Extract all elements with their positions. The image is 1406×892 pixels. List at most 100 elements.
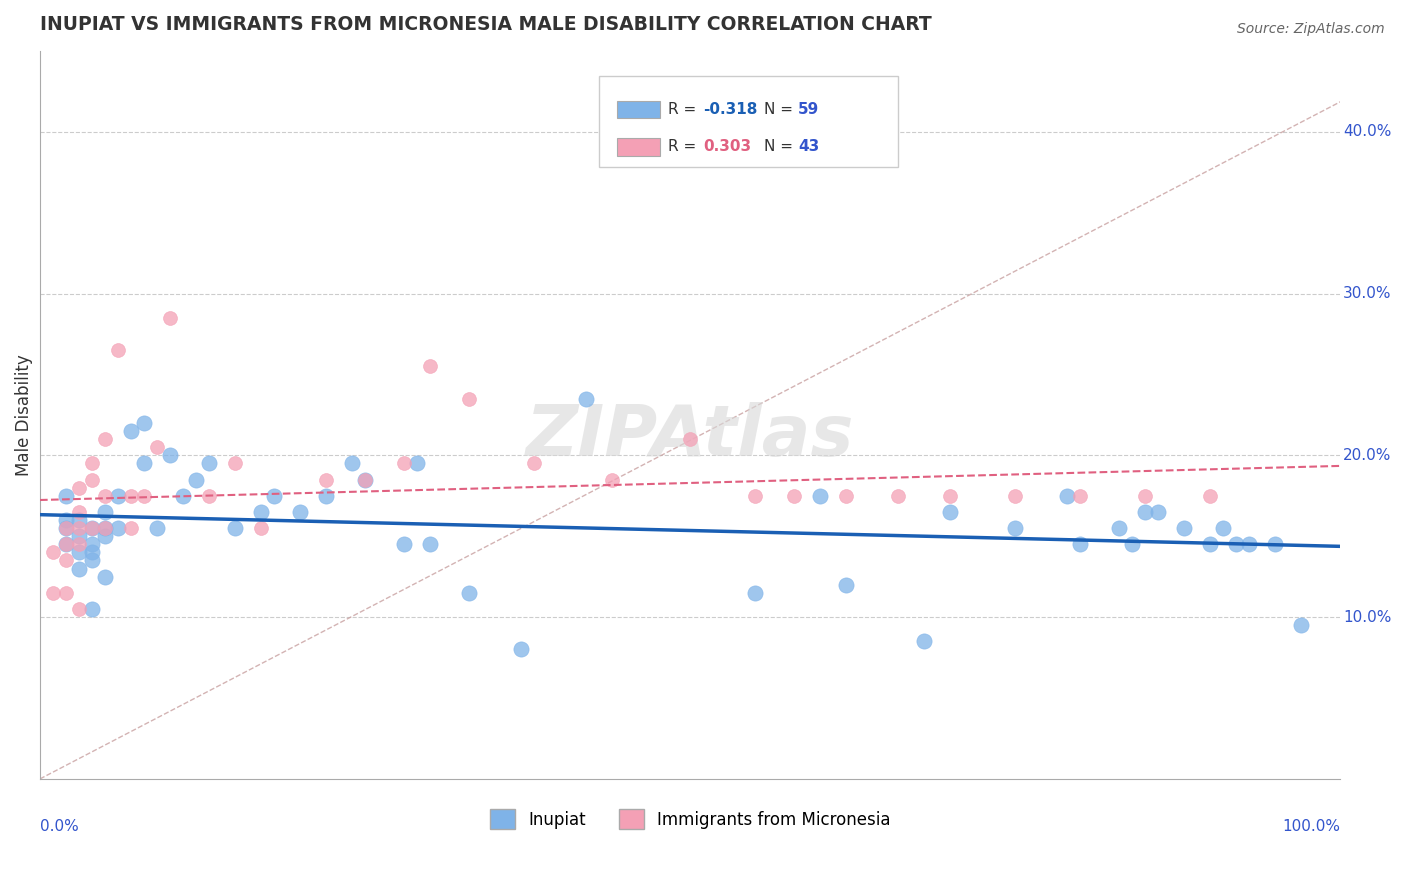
Point xyxy=(172,489,194,503)
Point xyxy=(94,489,117,503)
Point xyxy=(354,473,377,487)
Point xyxy=(808,489,831,503)
Point xyxy=(132,457,155,471)
Text: 10.0%: 10.0% xyxy=(1343,609,1392,624)
Point xyxy=(419,537,441,551)
Point xyxy=(55,521,77,535)
Point xyxy=(1069,489,1091,503)
Point xyxy=(224,521,246,535)
Text: 43: 43 xyxy=(799,139,820,154)
Point xyxy=(835,489,858,503)
Point xyxy=(94,569,117,583)
Point xyxy=(55,537,77,551)
Point xyxy=(458,586,481,600)
Point xyxy=(42,586,65,600)
Point xyxy=(120,521,142,535)
Point xyxy=(392,537,415,551)
Point xyxy=(288,505,311,519)
Point xyxy=(146,440,169,454)
FancyBboxPatch shape xyxy=(617,101,659,118)
Text: 30.0%: 30.0% xyxy=(1343,286,1392,301)
Text: R =: R = xyxy=(668,139,702,154)
Point xyxy=(1121,537,1143,551)
Text: 20.0%: 20.0% xyxy=(1343,448,1392,463)
Text: -0.318: -0.318 xyxy=(703,102,758,117)
Point xyxy=(107,521,129,535)
Point xyxy=(67,529,90,543)
Point xyxy=(250,521,273,535)
Point xyxy=(80,537,103,551)
Point xyxy=(67,537,90,551)
Point xyxy=(55,537,77,551)
Point xyxy=(679,432,702,446)
Point xyxy=(744,586,766,600)
Point xyxy=(250,505,273,519)
Point xyxy=(94,529,117,543)
Point xyxy=(198,489,221,503)
Point xyxy=(80,457,103,471)
Point xyxy=(55,521,77,535)
Text: R =: R = xyxy=(668,102,702,117)
Point xyxy=(1199,489,1222,503)
Point xyxy=(67,602,90,616)
Point xyxy=(1056,489,1078,503)
Point xyxy=(354,473,377,487)
Point xyxy=(1135,505,1157,519)
Point xyxy=(1199,537,1222,551)
Text: N =: N = xyxy=(765,102,799,117)
Point xyxy=(146,521,169,535)
Point xyxy=(340,457,363,471)
Point xyxy=(887,489,910,503)
Point xyxy=(600,473,623,487)
Point xyxy=(419,359,441,374)
Text: 0.303: 0.303 xyxy=(703,139,751,154)
Point xyxy=(1212,521,1234,535)
Point xyxy=(939,489,962,503)
Point xyxy=(315,473,337,487)
Point xyxy=(80,553,103,567)
Point xyxy=(1069,537,1091,551)
Text: 100.0%: 100.0% xyxy=(1282,819,1340,834)
Point xyxy=(1004,521,1026,535)
Point xyxy=(1147,505,1170,519)
Text: 40.0%: 40.0% xyxy=(1343,124,1392,139)
Point xyxy=(67,513,90,527)
Point xyxy=(315,489,337,503)
Point xyxy=(80,521,103,535)
Point xyxy=(67,521,90,535)
Point xyxy=(67,545,90,559)
Point xyxy=(1225,537,1247,551)
Point xyxy=(120,424,142,438)
Point xyxy=(224,457,246,471)
Text: N =: N = xyxy=(765,139,799,154)
Point xyxy=(107,343,129,358)
Point xyxy=(132,489,155,503)
Y-axis label: Male Disability: Male Disability xyxy=(15,354,32,475)
Point xyxy=(458,392,481,406)
Point xyxy=(159,310,181,325)
Point xyxy=(55,513,77,527)
Point xyxy=(67,561,90,575)
FancyBboxPatch shape xyxy=(599,77,898,168)
Point xyxy=(94,432,117,446)
Point xyxy=(912,634,935,648)
Point xyxy=(184,473,207,487)
Point xyxy=(939,505,962,519)
Point xyxy=(198,457,221,471)
Point xyxy=(107,489,129,503)
Legend: Inupiat, Immigrants from Micronesia: Inupiat, Immigrants from Micronesia xyxy=(482,803,897,836)
Point xyxy=(80,473,103,487)
Point xyxy=(80,545,103,559)
Point xyxy=(80,602,103,616)
FancyBboxPatch shape xyxy=(617,138,659,156)
Point xyxy=(42,545,65,559)
Point xyxy=(1173,521,1195,535)
Point xyxy=(575,392,598,406)
Point xyxy=(1108,521,1130,535)
Point xyxy=(1004,489,1026,503)
Text: INUPIAT VS IMMIGRANTS FROM MICRONESIA MALE DISABILITY CORRELATION CHART: INUPIAT VS IMMIGRANTS FROM MICRONESIA MA… xyxy=(39,15,932,34)
Text: 59: 59 xyxy=(799,102,820,117)
Point xyxy=(80,521,103,535)
Point xyxy=(523,457,546,471)
Text: 0.0%: 0.0% xyxy=(39,819,79,834)
